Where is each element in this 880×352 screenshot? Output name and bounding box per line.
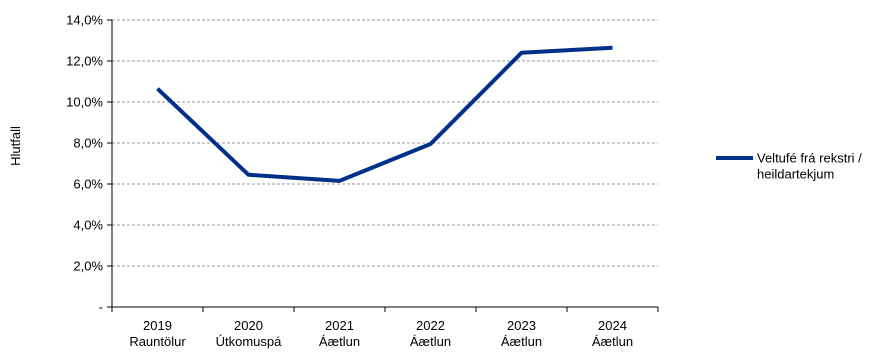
x-tick-label: 2019 Rauntölur xyxy=(129,318,186,349)
gridlines xyxy=(112,19,658,267)
x-tick-label: 2024 Áætlun xyxy=(592,318,633,349)
x-tick-label: 2023 Áætlun xyxy=(501,318,542,349)
y-tick-label: 6,0% xyxy=(73,177,103,192)
x-tick-label: 2021 Áætlun xyxy=(319,318,360,349)
x-tick-label: 2022 Áætlun xyxy=(410,318,451,349)
series-layer xyxy=(156,45,613,183)
y-tick-labels: - 2,0% 4,0% 6,0% 8,0% 10,0% 12,0% 14,0% xyxy=(66,13,112,315)
y-axis-title: Hlutfall xyxy=(8,126,23,166)
y-tick-label: 2,0% xyxy=(73,259,103,274)
series-line xyxy=(156,45,613,183)
y-tick-label: - xyxy=(99,300,103,315)
y-tick-label: 12,0% xyxy=(66,54,103,69)
y-tick-label: 14,0% xyxy=(66,13,103,28)
y-tick-label: 4,0% xyxy=(73,218,103,233)
x-tick-labels: 2019 Rauntölur 2020 Útkomuspá 2021 Áætlun 2022… xyxy=(111,307,659,349)
x-tick-label: 2020 Útkomuspá xyxy=(216,318,283,349)
legend-label: Veltufé frá rekstri / heildartekjum xyxy=(757,151,862,182)
y-tick-label: 10,0% xyxy=(66,95,103,110)
legend: Veltufé frá rekstri / heildartekjum xyxy=(716,151,862,182)
y-tick-label: 8,0% xyxy=(73,136,103,151)
